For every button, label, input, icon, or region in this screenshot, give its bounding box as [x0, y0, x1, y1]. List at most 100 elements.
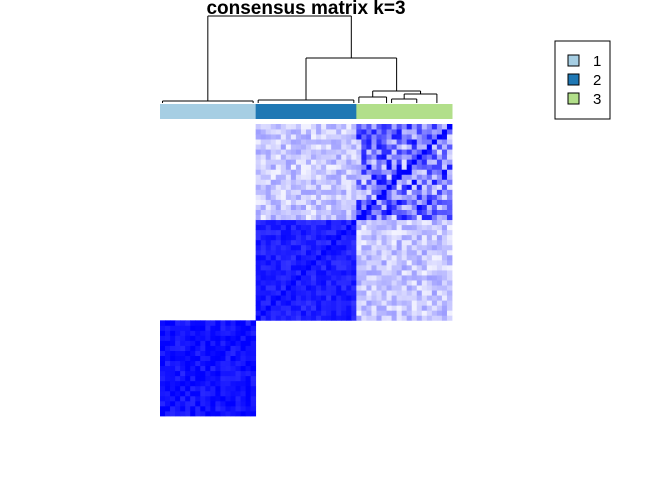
heatmap-cell	[185, 395, 191, 402]
heatmap-cell	[331, 234, 337, 241]
heatmap-cell	[225, 405, 231, 412]
heatmap-cell	[270, 295, 277, 301]
heatmap-cell	[280, 285, 287, 291]
heatmap-cell	[285, 174, 292, 180]
heatmap-cell	[416, 184, 423, 190]
heatmap-cell	[426, 194, 433, 200]
heatmap-cell	[386, 134, 392, 140]
heatmap-cell	[311, 254, 317, 261]
cluster-bar-segment-3	[356, 104, 453, 119]
heatmap-cell	[396, 129, 403, 135]
heatmap-cell	[306, 224, 312, 231]
heatmap-cell	[245, 370, 252, 377]
heatmap-cell	[175, 325, 181, 331]
heatmap-cell	[250, 370, 257, 377]
heatmap-cell	[411, 219, 418, 226]
heatmap-cell	[441, 229, 448, 236]
heatmap-cell	[275, 239, 282, 246]
heatmap-cell	[436, 194, 443, 200]
heatmap-cell	[255, 189, 262, 195]
heatmap-cell	[316, 189, 322, 195]
heatmap-cell	[205, 355, 211, 362]
heatmap-cell	[170, 410, 176, 417]
heatmap-cell	[346, 249, 352, 256]
heatmap-cell	[195, 320, 201, 326]
heatmap-cell	[411, 164, 418, 170]
heatmap-cell	[180, 385, 186, 392]
heatmap-cell	[331, 209, 337, 216]
heatmap-cell	[426, 159, 433, 165]
heatmap-cell	[321, 179, 327, 185]
heatmap-cell	[426, 239, 433, 246]
heatmap-cell	[386, 305, 392, 311]
heatmap-cell	[431, 244, 438, 251]
heatmap-cell	[396, 285, 403, 291]
heatmap-cell	[250, 395, 257, 402]
heatmap-cell	[436, 270, 443, 276]
heatmap-cell	[240, 370, 246, 377]
heatmap-cell	[321, 124, 327, 130]
heatmap-cell	[366, 239, 372, 246]
heatmap-cell	[361, 254, 367, 261]
heatmap-cell	[446, 159, 453, 165]
heatmap-cell	[205, 400, 211, 407]
heatmap-cell	[225, 380, 231, 387]
heatmap-cell	[270, 300, 277, 306]
heatmap-cell	[446, 280, 453, 286]
heatmap-cell	[341, 209, 347, 216]
heatmap-cell	[260, 209, 267, 216]
heatmap-cell	[255, 194, 262, 200]
heatmap-cell	[170, 405, 176, 412]
heatmap-cell	[381, 234, 387, 241]
heatmap-cell	[275, 295, 282, 301]
heatmap-cell	[396, 315, 403, 321]
heatmap-cell	[436, 290, 443, 296]
heatmap-cell	[240, 330, 246, 336]
heatmap-cell	[426, 184, 433, 190]
heatmap-cell	[411, 169, 418, 175]
heatmap-cell	[406, 194, 413, 200]
heatmap-cell	[411, 189, 418, 195]
heatmap-cell	[255, 264, 262, 271]
heatmap-cell	[361, 315, 367, 321]
heatmap-cell	[295, 149, 302, 155]
heatmap-cell	[250, 330, 257, 336]
heatmap-cell	[341, 254, 347, 261]
heatmap-cell	[366, 124, 372, 130]
heatmap-cell	[255, 209, 262, 216]
heatmap-cell	[441, 184, 448, 190]
heatmap-cell	[295, 249, 302, 256]
heatmap-cell	[255, 204, 262, 210]
heatmap-cell	[260, 149, 267, 155]
heatmap-cell	[426, 315, 433, 321]
heatmap-cell	[411, 184, 418, 190]
heatmap-cell	[311, 204, 317, 210]
heatmap-cell	[436, 174, 443, 180]
heatmap-cell	[295, 305, 302, 311]
heatmap-cell	[436, 134, 443, 140]
heatmap-cell	[290, 270, 297, 276]
heatmap-cell	[411, 244, 418, 251]
heatmap-cell	[285, 239, 292, 246]
heatmap-cell	[421, 209, 428, 216]
heatmap-cell	[265, 204, 272, 210]
heatmap-cell	[290, 164, 297, 170]
heatmap-cell	[295, 275, 302, 281]
heatmap-cell	[160, 405, 166, 412]
heatmap-cell	[306, 244, 312, 251]
heatmap-cell	[195, 370, 201, 377]
heatmap-cell	[200, 360, 206, 367]
heatmap-cell	[391, 134, 398, 140]
heatmap-cell	[371, 179, 377, 185]
heatmap-cell	[356, 295, 362, 301]
heatmap-cell	[250, 365, 257, 372]
heatmap-cell	[421, 275, 428, 281]
heatmap-cell	[321, 149, 327, 155]
heatmap-cell	[215, 330, 221, 336]
heatmap-cell	[255, 199, 262, 205]
heatmap-cell	[250, 400, 257, 407]
heatmap-cell	[280, 229, 287, 236]
heatmap-cell	[431, 229, 438, 236]
heatmap-cell	[270, 159, 277, 165]
heatmap-cell	[441, 275, 448, 281]
